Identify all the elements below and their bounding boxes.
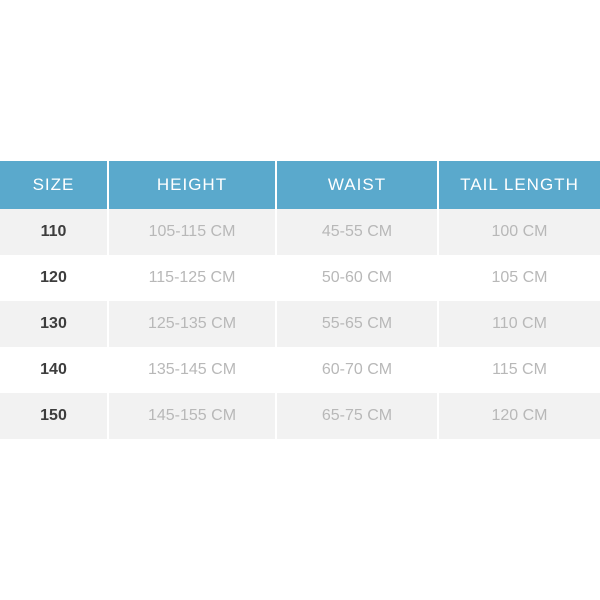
cell-waist: 55-65 CM <box>276 301 438 347</box>
table-row: 120 115-125 CM 50-60 CM 105 CM <box>0 255 600 301</box>
cell-height: 145-155 CM <box>108 393 276 439</box>
cell-height: 125-135 CM <box>108 301 276 347</box>
cell-tail: 110 CM <box>438 301 600 347</box>
table-row: 150 145-155 CM 65-75 CM 120 CM <box>0 393 600 439</box>
cell-tail: 120 CM <box>438 393 600 439</box>
size-chart-table: SIZE HEIGHT WAIST TAIL LENGTH 110 105-11… <box>0 161 600 439</box>
col-height: HEIGHT <box>108 161 276 209</box>
table-body: 110 105-115 CM 45-55 CM 100 CM 120 115-1… <box>0 209 600 439</box>
cell-height: 115-125 CM <box>108 255 276 301</box>
cell-waist: 45-55 CM <box>276 209 438 255</box>
cell-waist: 65-75 CM <box>276 393 438 439</box>
cell-height: 135-145 CM <box>108 347 276 393</box>
cell-tail: 100 CM <box>438 209 600 255</box>
cell-size: 110 <box>0 209 108 255</box>
cell-waist: 50-60 CM <box>276 255 438 301</box>
size-chart-container: SIZE HEIGHT WAIST TAIL LENGTH 110 105-11… <box>0 0 600 600</box>
cell-size: 140 <box>0 347 108 393</box>
table-header: SIZE HEIGHT WAIST TAIL LENGTH <box>0 161 600 209</box>
cell-tail: 115 CM <box>438 347 600 393</box>
cell-size: 130 <box>0 301 108 347</box>
cell-size: 120 <box>0 255 108 301</box>
cell-height: 105-115 CM <box>108 209 276 255</box>
table-row: 130 125-135 CM 55-65 CM 110 CM <box>0 301 600 347</box>
table-row: 140 135-145 CM 60-70 CM 115 CM <box>0 347 600 393</box>
cell-tail: 105 CM <box>438 255 600 301</box>
col-size: SIZE <box>0 161 108 209</box>
table-row: 110 105-115 CM 45-55 CM 100 CM <box>0 209 600 255</box>
col-tail: TAIL LENGTH <box>438 161 600 209</box>
header-row: SIZE HEIGHT WAIST TAIL LENGTH <box>0 161 600 209</box>
cell-size: 150 <box>0 393 108 439</box>
col-waist: WAIST <box>276 161 438 209</box>
cell-waist: 60-70 CM <box>276 347 438 393</box>
